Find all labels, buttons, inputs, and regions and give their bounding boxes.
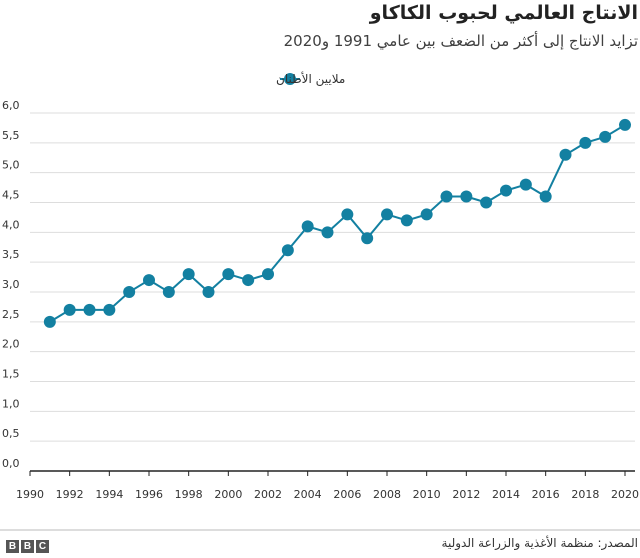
- data-point: [83, 303, 96, 316]
- data-point: [361, 232, 374, 245]
- source-note: المصدر: منظمة الأغذية والزراعة الدولية: [441, 536, 638, 550]
- data-point: [599, 130, 612, 143]
- data-point: [400, 214, 413, 227]
- data-point: [63, 303, 76, 316]
- x-tick-label: 2014: [492, 488, 520, 501]
- y-tick-label: 4,0: [2, 218, 20, 231]
- x-tick-label: 1992: [56, 488, 84, 501]
- x-tick-label: 1996: [135, 488, 163, 501]
- y-tick-label: 0,0: [2, 457, 20, 470]
- data-point: [281, 244, 294, 257]
- x-tick-label: 2010: [413, 488, 441, 501]
- x-tick-label: 2000: [214, 488, 242, 501]
- legend-marker: [284, 73, 296, 85]
- data-point: [341, 208, 354, 221]
- y-tick-label: 4,5: [2, 189, 20, 202]
- y-tick-label: 1,0: [2, 397, 20, 410]
- data-point: [262, 268, 274, 281]
- logo-letter: B: [6, 540, 19, 553]
- y-tick-label: 2,0: [2, 338, 20, 351]
- data-point: [43, 315, 56, 328]
- x-tick-label: 2006: [333, 488, 361, 501]
- data-point: [420, 208, 433, 221]
- logo-letter: B: [21, 540, 34, 553]
- x-tick-label: 1990: [16, 488, 44, 501]
- data-point: [460, 190, 473, 203]
- chart-subtitle: تزايد الانتاج إلى أكثر من الضعف بين عامي…: [283, 32, 638, 50]
- data-point: [619, 118, 631, 131]
- y-tick-label: 6,0: [2, 99, 20, 112]
- y-tick-label: 2,5: [2, 308, 20, 321]
- y-tick-label: 5,0: [2, 159, 20, 172]
- data-point: [321, 226, 334, 239]
- data-point: [579, 136, 592, 149]
- data-point: [242, 274, 255, 287]
- x-tick-label: 2008: [373, 488, 401, 501]
- data-point: [500, 184, 512, 197]
- chart-title: الانتاج العالمي لحبوب الكاكاو: [369, 2, 638, 24]
- x-tick-label: 1998: [175, 488, 203, 501]
- data-point: [182, 268, 195, 281]
- data-point: [539, 190, 552, 203]
- data-point: [301, 220, 314, 233]
- x-tick-label: 1994: [95, 488, 123, 501]
- data-point: [103, 303, 116, 316]
- x-tick-label: 2004: [294, 488, 322, 501]
- y-tick-label: 1,5: [2, 368, 20, 381]
- legend-label: ملايين الأطنان: [276, 71, 345, 87]
- data-point: [123, 286, 136, 298]
- x-tick-label: 2020: [611, 488, 639, 501]
- x-tick-label: 2012: [452, 488, 480, 501]
- data-point: [559, 148, 572, 161]
- logo-letter: C: [36, 540, 49, 553]
- data-point: [480, 196, 493, 209]
- y-tick-label: 0,5: [2, 427, 20, 440]
- data-point: [202, 286, 215, 298]
- y-tick-label: 5,5: [2, 129, 20, 142]
- x-tick-label: 2018: [571, 488, 599, 501]
- data-point: [519, 178, 532, 191]
- y-tick-label: 3,0: [2, 278, 20, 291]
- data-point: [381, 208, 393, 221]
- data-point: [440, 190, 453, 203]
- x-tick-label: 2002: [254, 488, 282, 501]
- data-point: [143, 274, 155, 287]
- x-tick-label: 2016: [532, 488, 560, 501]
- data-point: [222, 268, 235, 281]
- y-tick-label: 3,5: [2, 248, 20, 261]
- data-point: [162, 286, 175, 298]
